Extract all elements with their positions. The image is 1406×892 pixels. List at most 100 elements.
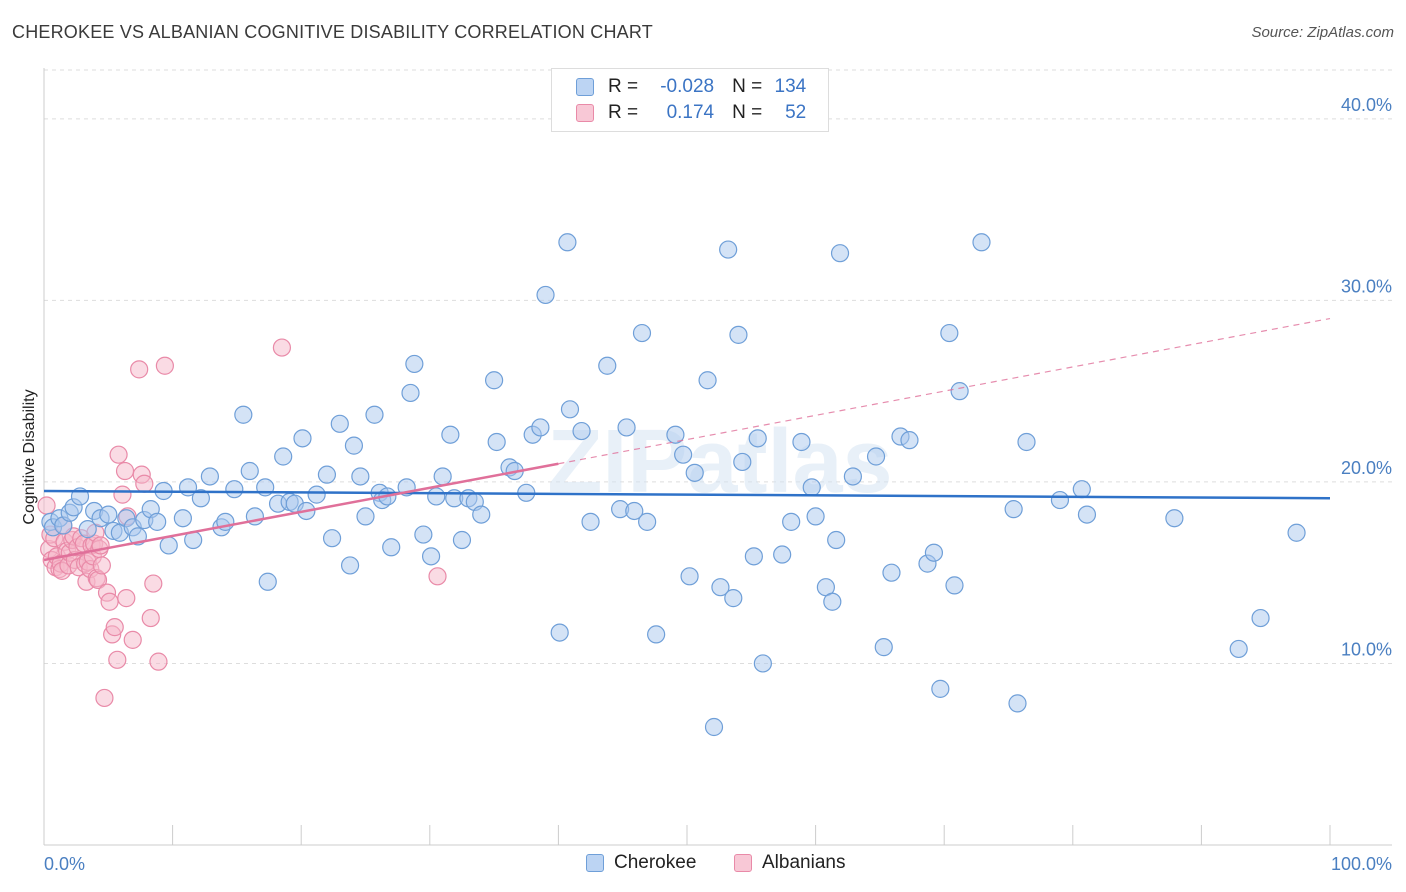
albanians-point — [141, 608, 160, 628]
cherokee-point — [625, 501, 644, 521]
cherokee-point — [421, 547, 441, 566]
series-name-albanians: Albanians — [762, 852, 846, 873]
cherokee-point — [159, 536, 178, 555]
cherokee-point — [148, 512, 167, 531]
albanians-point — [123, 630, 142, 649]
cherokee-point — [724, 589, 743, 608]
x-tick-label-max: 100.0% — [1331, 854, 1392, 874]
cherokee-point — [719, 240, 738, 259]
cherokee-point — [531, 418, 550, 437]
correlation-legend: R = -0.028 N = 134 R = 0.174 N = 52 — [551, 68, 829, 132]
watermark: ZIPatlas — [547, 412, 892, 512]
cherokee-point — [405, 354, 424, 374]
cherokee-point — [1165, 509, 1184, 528]
cherokee-point — [972, 233, 991, 252]
cherokee-point — [536, 285, 555, 305]
albanians-point — [109, 445, 128, 464]
cherokee-point — [322, 529, 342, 548]
cherokee-point — [340, 556, 360, 575]
cherokee-point — [1077, 505, 1097, 524]
albanians-point — [144, 574, 163, 593]
albanians-point — [108, 650, 127, 669]
albanians-point — [92, 556, 111, 575]
cherokee-point — [99, 505, 118, 524]
albanians-point — [100, 592, 119, 611]
grid-lines — [44, 69, 1392, 664]
chart-title: CHEROKEE VS ALBANIAN COGNITIVE DISABILIT… — [12, 22, 653, 42]
axes — [43, 68, 1392, 846]
x-axis-ticks — [172, 825, 1331, 845]
cherokee-point — [560, 400, 580, 419]
cherokee-point — [711, 578, 730, 597]
cherokee-point — [200, 467, 219, 486]
cherokee-point — [940, 323, 959, 343]
cherokee-point — [882, 563, 901, 582]
cherokee-point — [945, 576, 964, 595]
cherokee-point — [173, 509, 192, 528]
cherokee-point — [823, 592, 842, 611]
cherokee-point — [931, 679, 950, 698]
cherokee-point — [581, 512, 600, 531]
cherokee-point — [632, 323, 652, 343]
albanians-trend-extension — [558, 317, 1331, 465]
cherokee-point — [1251, 608, 1270, 628]
cherokee-point — [1229, 639, 1248, 659]
albanians-trend-line — [43, 462, 559, 562]
cherokee-point — [307, 485, 326, 504]
cherokee-points — [41, 233, 1306, 737]
albanians-point — [272, 338, 292, 357]
cherokee-point — [773, 545, 792, 564]
cherokee-point — [617, 418, 636, 437]
albanians-point — [130, 360, 149, 379]
cherokee-point — [382, 538, 401, 557]
cherokee-point — [792, 432, 811, 452]
x-tick-label-min: 0.0% — [44, 854, 85, 874]
cherokee-point — [258, 572, 277, 591]
cherokee-point — [452, 530, 472, 550]
cherokee-point — [558, 233, 577, 252]
albanians-point — [135, 474, 154, 493]
cherokee-point — [1050, 490, 1070, 510]
series-name-cherokee: Cherokee — [614, 852, 697, 873]
cherokee-point — [234, 405, 253, 424]
albanians-point — [117, 589, 136, 608]
albanians-point — [95, 688, 114, 708]
albanians-point — [37, 496, 56, 515]
cherokee-point — [598, 356, 617, 375]
cherokee-point — [900, 431, 919, 450]
cherokee-point — [1008, 694, 1027, 713]
cherokee-point — [441, 425, 460, 444]
legend-n-value: 134 — [774, 76, 807, 97]
cherokee-point — [401, 383, 420, 403]
cherokee-point — [802, 478, 821, 497]
cherokee-point — [356, 507, 375, 526]
cherokee-point — [487, 432, 506, 452]
cherokee-point — [674, 445, 693, 464]
cherokee-point — [874, 638, 893, 657]
cherokee-point — [472, 505, 491, 524]
cherokee-point — [733, 452, 752, 472]
cherokee-point — [924, 543, 944, 562]
cherokee-point — [698, 371, 717, 390]
cherokee-point — [666, 425, 685, 444]
cherokee-point — [638, 512, 657, 531]
cherokee-point — [685, 463, 704, 482]
legend-n-label: N = — [732, 102, 763, 123]
albanians-point — [115, 461, 135, 481]
cherokee-point — [647, 625, 666, 644]
cherokee-point — [78, 520, 97, 539]
cherokee-point — [830, 244, 850, 263]
cherokee-point — [744, 547, 763, 566]
cherokee-point — [782, 512, 801, 531]
y-tick-labels: 10.0% 20.0% 30.0% 40.0% — [1341, 95, 1392, 660]
cherokee-point — [317, 465, 337, 484]
albanians-point — [428, 567, 447, 586]
cherokee-point — [680, 567, 699, 586]
albanians-point — [155, 356, 174, 375]
albanians-points — [37, 338, 447, 708]
legend-r-label: R = — [608, 76, 639, 97]
cherokee-point — [748, 429, 767, 448]
legend-n-label: N = — [732, 76, 763, 97]
y-tick-label: 30.0% — [1341, 276, 1392, 296]
